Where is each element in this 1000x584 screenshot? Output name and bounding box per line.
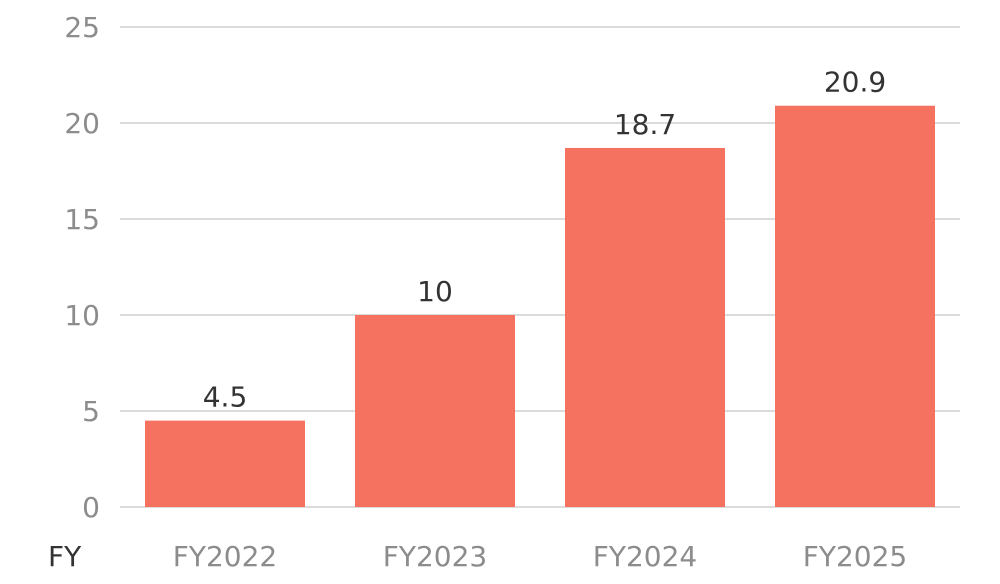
y-tick-label: 20 [64, 107, 100, 140]
bars [145, 105, 935, 507]
y-tick-label: 5 [82, 395, 100, 428]
x-tick-label-fy2025: FY2025 [803, 540, 907, 573]
bar-fy2024 [565, 147, 725, 507]
data-label-fy2024: 18.7 [614, 108, 676, 141]
y-axis-ticks: 0 5 10 15 20 25 [64, 11, 100, 524]
y-tick-label: 25 [64, 11, 100, 44]
x-tick-label-fy2024: FY2024 [593, 540, 697, 573]
y-tick-label: 15 [64, 203, 100, 236]
y-tick-label: 0 [82, 491, 100, 524]
y-tick-label: 10 [64, 299, 100, 332]
x-tick-label-fy2022: FY2022 [173, 540, 277, 573]
data-label-fy2025: 20.9 [824, 66, 886, 99]
x-tick-label-fy2023: FY2023 [383, 540, 487, 573]
data-label-fy2022: 4.5 [203, 381, 248, 414]
data-labels: 4.5 10 18.7 20.9 [203, 66, 886, 414]
x-axis-title: FY [48, 540, 82, 573]
bar-fy2022 [145, 420, 305, 507]
bar-fy2025 [775, 105, 935, 507]
bar-fy2023 [355, 315, 515, 507]
x-axis-ticks: FY2022 FY2023 FY2024 FY2025 [173, 540, 907, 573]
data-label-fy2023: 10 [417, 275, 453, 308]
